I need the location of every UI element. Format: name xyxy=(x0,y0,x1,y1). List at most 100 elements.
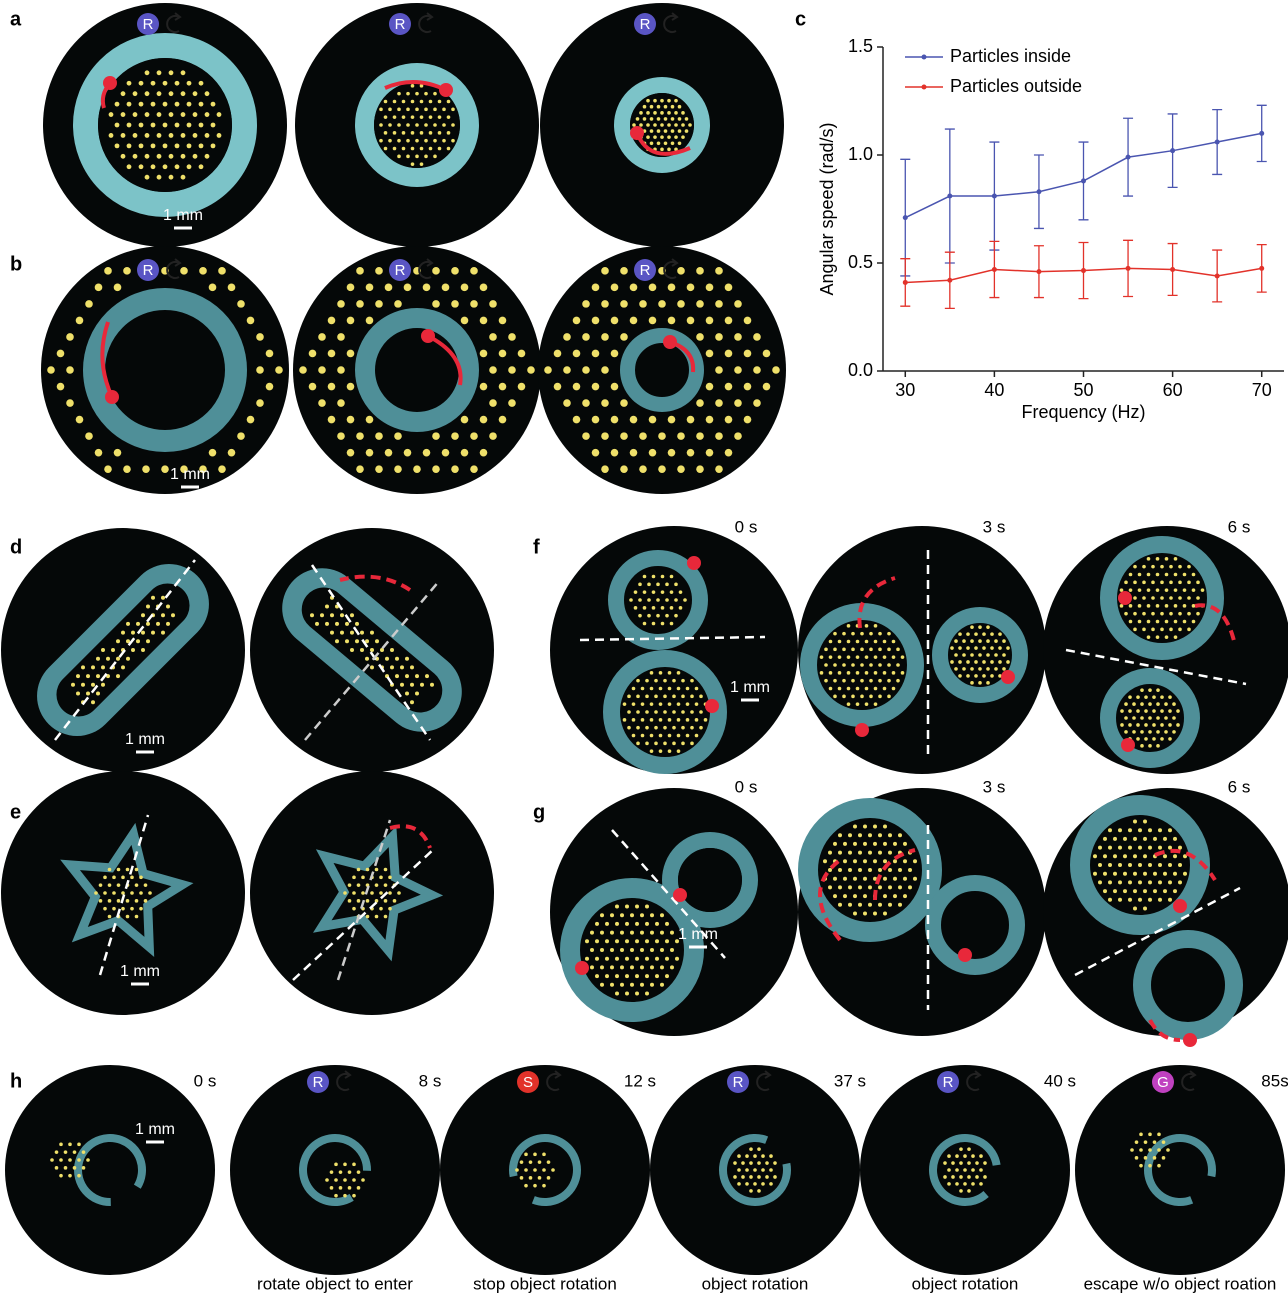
particle xyxy=(605,939,609,943)
particle xyxy=(384,131,388,135)
particle xyxy=(1178,612,1182,616)
particle xyxy=(829,671,833,675)
particle xyxy=(1123,889,1127,893)
particle xyxy=(678,129,682,133)
particle xyxy=(623,702,627,706)
particle xyxy=(706,449,714,457)
particle xyxy=(115,102,120,107)
particle xyxy=(765,1175,769,1179)
particle xyxy=(397,155,401,159)
particle xyxy=(1153,872,1157,876)
particle xyxy=(1148,716,1152,720)
particle xyxy=(360,648,364,652)
particle xyxy=(151,81,156,86)
particle xyxy=(887,695,891,699)
particle xyxy=(1168,723,1172,727)
particle xyxy=(656,598,660,602)
particle xyxy=(639,123,643,127)
particle xyxy=(634,590,638,594)
particle xyxy=(59,1143,63,1147)
particle xyxy=(1173,872,1177,876)
particle xyxy=(715,300,723,308)
particle xyxy=(148,891,152,895)
particle xyxy=(959,1147,963,1151)
particle xyxy=(508,366,516,374)
particle xyxy=(217,112,222,117)
particle xyxy=(745,1182,749,1186)
particle xyxy=(679,606,683,610)
particle xyxy=(411,100,415,104)
particle xyxy=(91,700,95,704)
particle xyxy=(151,631,155,635)
particle xyxy=(199,143,204,148)
particle xyxy=(865,655,869,659)
particle xyxy=(858,851,862,855)
particle xyxy=(853,877,857,881)
particle xyxy=(681,710,685,714)
particle xyxy=(601,366,609,374)
particle xyxy=(193,91,198,96)
particle xyxy=(470,300,478,308)
particle xyxy=(661,575,665,579)
particle xyxy=(664,117,668,121)
particle xyxy=(706,317,714,325)
particle xyxy=(695,702,699,706)
particle xyxy=(903,877,907,881)
particle xyxy=(1140,688,1144,692)
particle xyxy=(856,655,860,659)
particle xyxy=(121,154,126,159)
particle xyxy=(1143,872,1147,876)
particle xyxy=(438,115,442,119)
time-label: 40 s xyxy=(1044,1071,1076,1090)
particle xyxy=(657,117,661,121)
particle xyxy=(1164,716,1168,720)
data-point xyxy=(1215,273,1220,278)
particle xyxy=(1138,588,1142,592)
particle xyxy=(838,851,842,855)
particle xyxy=(645,992,649,996)
particle xyxy=(715,465,723,473)
particle xyxy=(646,135,650,139)
photo-frame xyxy=(1075,1065,1285,1275)
particle xyxy=(1178,863,1182,867)
particle xyxy=(833,663,837,667)
particle xyxy=(661,606,665,610)
particle xyxy=(1142,612,1146,616)
panel-label: a xyxy=(10,8,22,30)
particle xyxy=(161,631,165,635)
particle xyxy=(967,1189,971,1193)
particle xyxy=(833,894,837,898)
particle xyxy=(677,718,681,722)
particle xyxy=(611,383,619,391)
particle xyxy=(970,653,974,657)
particle xyxy=(1158,828,1162,832)
particle xyxy=(986,667,990,671)
particle xyxy=(211,123,216,128)
particle xyxy=(677,734,681,738)
particle xyxy=(542,1153,546,1157)
particle xyxy=(130,907,134,911)
particle xyxy=(650,671,654,675)
particle xyxy=(1002,639,1006,643)
particle xyxy=(634,606,638,610)
particle xyxy=(199,267,207,275)
particle xyxy=(211,143,216,148)
particle xyxy=(99,899,103,903)
particle xyxy=(672,679,676,683)
particle xyxy=(668,702,672,706)
particle xyxy=(629,598,633,602)
particle xyxy=(667,135,671,139)
particle xyxy=(1168,695,1172,699)
particle xyxy=(228,284,236,292)
particle xyxy=(339,1170,343,1174)
tracker-dot xyxy=(687,556,701,570)
particle xyxy=(848,885,852,889)
particle xyxy=(411,147,415,151)
particle xyxy=(518,383,526,391)
particle xyxy=(508,399,516,407)
particle xyxy=(370,891,374,895)
particle xyxy=(773,1161,777,1165)
particle xyxy=(640,965,644,969)
particle xyxy=(1162,1140,1166,1144)
particle xyxy=(655,939,659,943)
